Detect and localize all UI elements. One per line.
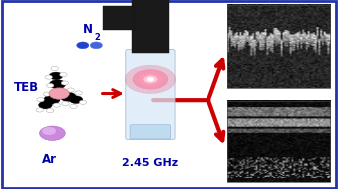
Text: 2: 2 xyxy=(94,33,100,42)
Circle shape xyxy=(42,127,56,135)
Circle shape xyxy=(61,81,69,85)
FancyBboxPatch shape xyxy=(2,1,336,188)
FancyBboxPatch shape xyxy=(126,50,175,139)
Text: 2.45 GHz: 2.45 GHz xyxy=(122,159,178,168)
Circle shape xyxy=(49,88,69,99)
Circle shape xyxy=(90,42,102,49)
Circle shape xyxy=(36,108,43,112)
Circle shape xyxy=(51,66,58,70)
Circle shape xyxy=(45,75,52,79)
Circle shape xyxy=(77,42,89,49)
Circle shape xyxy=(69,96,83,103)
Circle shape xyxy=(46,83,54,88)
Circle shape xyxy=(144,76,157,83)
Circle shape xyxy=(75,91,82,95)
Circle shape xyxy=(39,101,52,109)
Circle shape xyxy=(139,73,162,86)
FancyBboxPatch shape xyxy=(130,125,171,139)
Circle shape xyxy=(62,101,69,106)
Text: N: N xyxy=(83,23,93,36)
Circle shape xyxy=(147,77,154,81)
Circle shape xyxy=(43,92,51,96)
Circle shape xyxy=(53,103,61,107)
Circle shape xyxy=(60,92,76,101)
Circle shape xyxy=(37,98,44,102)
Circle shape xyxy=(49,80,66,89)
Text: TEB: TEB xyxy=(14,81,39,94)
Circle shape xyxy=(46,108,54,113)
FancyBboxPatch shape xyxy=(132,0,169,53)
Circle shape xyxy=(125,65,176,94)
Circle shape xyxy=(44,95,60,104)
Circle shape xyxy=(133,70,168,89)
FancyBboxPatch shape xyxy=(103,6,134,30)
Circle shape xyxy=(70,104,77,108)
Circle shape xyxy=(79,100,87,104)
Circle shape xyxy=(67,88,74,92)
Circle shape xyxy=(59,73,67,77)
Circle shape xyxy=(49,72,63,80)
Circle shape xyxy=(40,126,65,140)
Text: Ar: Ar xyxy=(42,153,56,166)
